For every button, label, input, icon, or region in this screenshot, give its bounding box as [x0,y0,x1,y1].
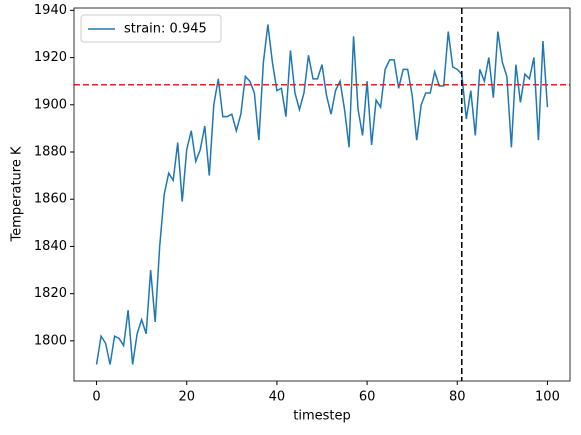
x-tick-label: 20 [178,390,195,405]
y-tick-label: 1840 [34,239,67,254]
y-tick-label: 1900 [34,97,67,112]
y-axis-label: Temperature K [10,146,25,242]
y-tick-label: 1880 [34,145,67,160]
x-tick-label: 40 [269,390,286,405]
legend-box [80,14,222,43]
x-tick-label: 0 [92,390,100,405]
y-tick-label: 1920 [34,50,67,65]
x-tick-label: 60 [359,390,376,405]
y-tick-label: 1800 [34,333,67,348]
x-tick-label: 80 [449,390,466,405]
y-tick-label: 1860 [34,192,67,207]
x-axis-label: timestep [293,409,351,424]
x-tick-label: 100 [535,390,560,405]
legend-label: strain: 0.945 [124,22,207,37]
data-line [95,24,549,365]
y-tick-label: 1820 [34,286,67,301]
y-tick-label: 1940 [34,3,67,18]
axes-frame [73,7,571,382]
plot-area [74,8,570,381]
